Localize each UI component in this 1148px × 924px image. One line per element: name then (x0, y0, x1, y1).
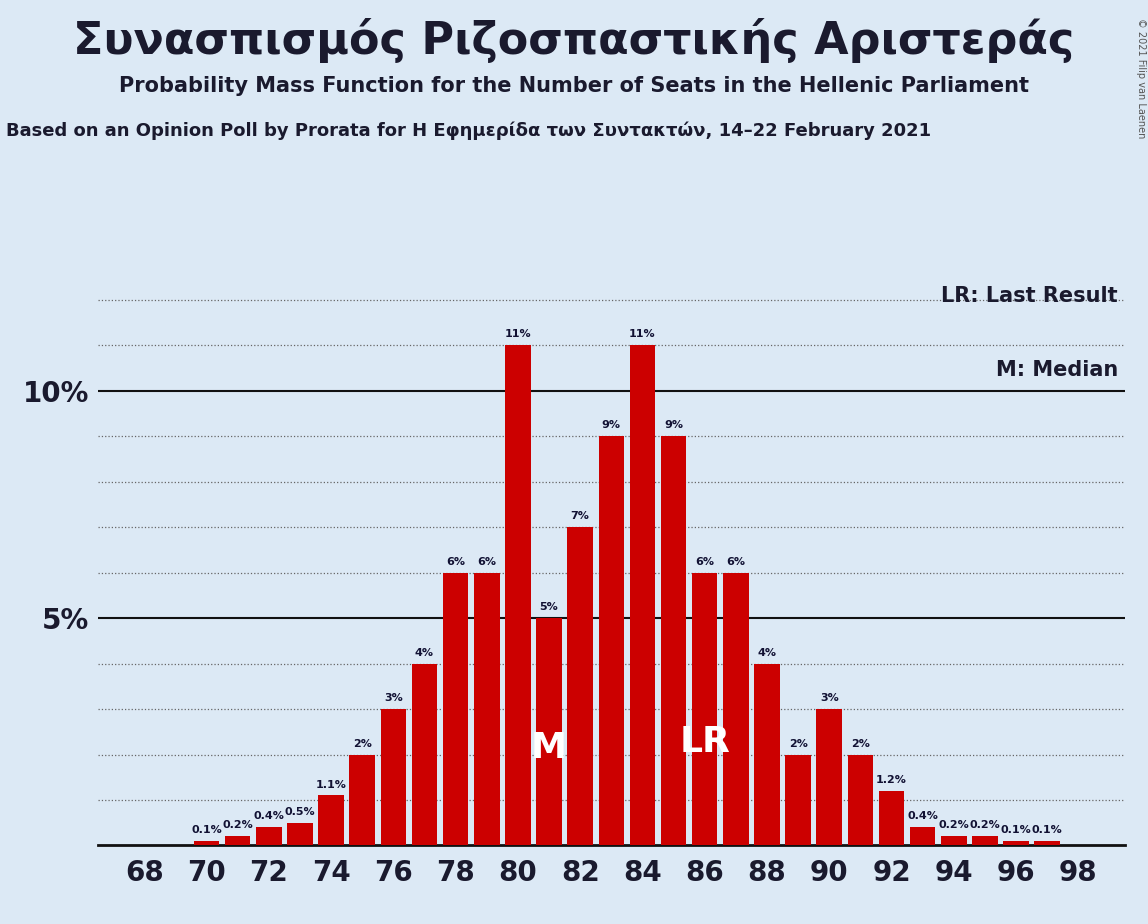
Text: M: Median: M: Median (995, 359, 1118, 380)
Text: © 2021 Filip van Laenen: © 2021 Filip van Laenen (1135, 18, 1146, 139)
Bar (505, 346, 530, 845)
Text: Συνασπισμός Ριζοσπαστικής Αριστεράς: Συνασπισμός Ριζοσπαστικής Αριστεράς (73, 18, 1075, 64)
Bar (443, 573, 468, 845)
Text: 0.2%: 0.2% (970, 821, 1000, 831)
Text: 11%: 11% (629, 330, 656, 339)
Bar (474, 573, 499, 845)
Bar (723, 573, 748, 845)
Bar (878, 791, 905, 845)
Bar (1003, 841, 1029, 845)
Bar (381, 709, 406, 845)
Text: 1.2%: 1.2% (876, 775, 907, 785)
Bar (598, 436, 625, 845)
Text: 0.2%: 0.2% (223, 821, 253, 831)
Text: 0.5%: 0.5% (285, 807, 316, 817)
Bar (972, 836, 998, 845)
Text: 2%: 2% (789, 738, 807, 748)
Bar (412, 663, 437, 845)
Bar (1034, 841, 1060, 845)
Bar (256, 827, 281, 845)
Text: Based on an Opinion Poll by Prorata for Η Εφημερίδα των Συντακτών, 14–22 Februar: Based on an Opinion Poll by Prorata for … (6, 122, 931, 140)
Text: 2%: 2% (851, 738, 870, 748)
Text: M: M (532, 731, 567, 765)
Text: 5%: 5% (540, 602, 558, 613)
Text: 6%: 6% (696, 557, 714, 566)
Text: 0.2%: 0.2% (938, 821, 969, 831)
Text: 3%: 3% (820, 693, 839, 703)
Bar (225, 836, 250, 845)
Text: 4%: 4% (758, 648, 776, 658)
Text: 0.1%: 0.1% (1001, 825, 1031, 835)
Text: 0.1%: 0.1% (192, 825, 222, 835)
Bar (630, 346, 656, 845)
Bar (910, 827, 936, 845)
Text: 6%: 6% (447, 557, 465, 566)
Bar (692, 573, 718, 845)
Text: Probability Mass Function for the Number of Seats in the Hellenic Parliament: Probability Mass Function for the Number… (119, 76, 1029, 96)
Text: 11%: 11% (505, 330, 532, 339)
Bar (318, 796, 344, 845)
Text: 6%: 6% (727, 557, 745, 566)
Text: 3%: 3% (383, 693, 403, 703)
Bar (754, 663, 779, 845)
Text: 6%: 6% (478, 557, 496, 566)
Bar (287, 822, 312, 845)
Text: 1.1%: 1.1% (316, 780, 347, 789)
Text: 0.4%: 0.4% (907, 811, 938, 821)
Text: 0.1%: 0.1% (1032, 825, 1063, 835)
Bar (567, 528, 592, 845)
Text: 4%: 4% (414, 648, 434, 658)
Text: LR: LR (680, 724, 730, 759)
Text: LR: Last Result: LR: Last Result (941, 286, 1118, 306)
Bar (661, 436, 687, 845)
Text: 9%: 9% (664, 420, 683, 431)
Text: 9%: 9% (602, 420, 621, 431)
Text: 7%: 7% (571, 511, 590, 521)
Bar (785, 755, 810, 845)
Bar (847, 755, 874, 845)
Bar (349, 755, 375, 845)
Bar (941, 836, 967, 845)
Text: 0.4%: 0.4% (254, 811, 285, 821)
Bar (536, 618, 561, 845)
Bar (816, 709, 841, 845)
Bar (194, 841, 219, 845)
Text: 2%: 2% (352, 738, 372, 748)
